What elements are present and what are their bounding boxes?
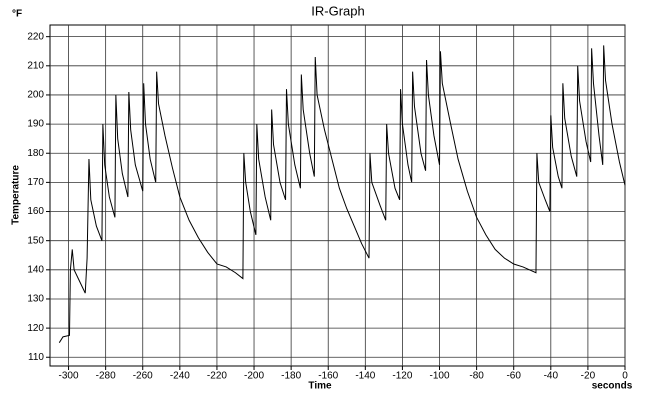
x-tick-label: 0 <box>622 371 628 382</box>
x-tick-label: -40 <box>544 371 559 382</box>
x-unit-label: seconds <box>592 381 633 392</box>
x-tick-label: -180 <box>281 371 301 382</box>
y-tick-label: 210 <box>27 60 44 71</box>
y-tick-label: 120 <box>27 323 44 334</box>
y-tick-label: 170 <box>27 177 44 188</box>
y-tick-label: 160 <box>27 206 44 217</box>
x-tick-label: -140 <box>355 371 375 382</box>
x-tick-label: -160 <box>318 371 338 382</box>
x-tick-label: -260 <box>133 371 153 382</box>
x-tick-label: -60 <box>506 371 521 382</box>
x-tick-label: -300 <box>59 371 79 382</box>
x-tick-label: -280 <box>96 371 116 382</box>
y-unit-label: °F <box>12 9 22 20</box>
x-tick-label: -20 <box>581 371 596 382</box>
y-tick-label: 180 <box>27 148 44 159</box>
x-tick-label: -80 <box>469 371 484 382</box>
y-tick-label: 110 <box>28 352 44 363</box>
x-axis-label: Time <box>308 381 332 392</box>
chart-title: IR-Graph <box>311 3 364 18</box>
y-tick-label: 200 <box>27 90 44 101</box>
x-tick-label: -200 <box>244 371 264 382</box>
y-tick-label: 220 <box>27 31 44 42</box>
y-tick-label: 150 <box>27 235 44 246</box>
x-tick-label: -120 <box>392 371 412 382</box>
y-tick-label: 190 <box>27 119 44 130</box>
temperature-line <box>58 45 626 343</box>
x-tick-label: -220 <box>207 371 227 382</box>
y-axis-label: Temperature <box>11 165 22 225</box>
x-tick-label: -240 <box>170 371 190 382</box>
y-tick-label: 130 <box>27 294 44 305</box>
y-tick-label: 140 <box>27 264 44 275</box>
x-tick-label: -100 <box>430 371 450 382</box>
